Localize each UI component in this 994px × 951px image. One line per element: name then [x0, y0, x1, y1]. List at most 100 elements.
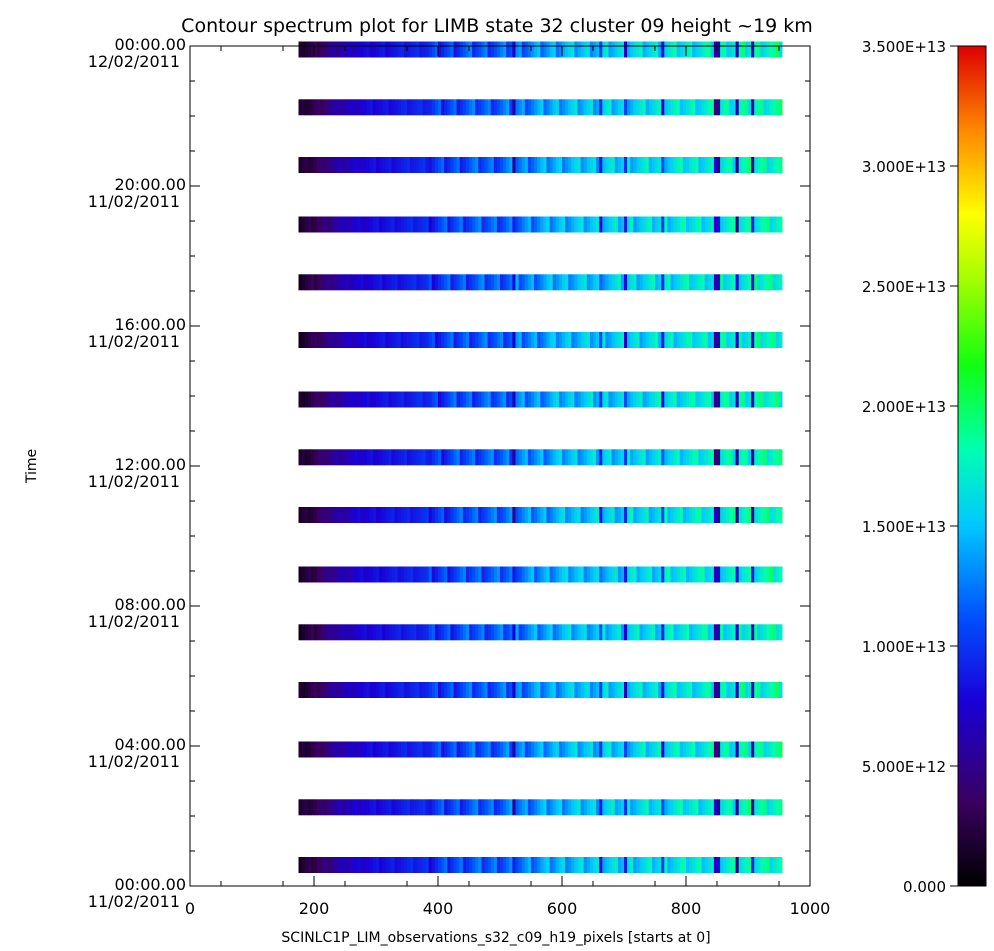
heatmap-cell	[403, 274, 408, 291]
heatmap-cell	[655, 99, 659, 116]
heatmap-cell	[354, 332, 358, 348]
heatmap-cell	[410, 566, 414, 583]
heatmap-cell	[428, 624, 433, 641]
heatmap-cell	[540, 41, 544, 58]
heatmap-cell	[692, 99, 696, 116]
heatmap-cell	[614, 566, 619, 583]
heatmap-cell	[729, 507, 733, 523]
heatmap-cell	[729, 799, 733, 816]
heatmap-cell	[320, 41, 324, 58]
heatmap-cell	[496, 391, 501, 408]
heatmap-cell	[602, 741, 606, 758]
heatmap-cell	[682, 624, 687, 641]
heatmap-cell	[512, 741, 516, 758]
heatmap-cell	[335, 216, 340, 233]
heatmap-cell	[689, 857, 693, 873]
heatmap-cell	[583, 682, 588, 698]
heatmap-cell	[586, 332, 591, 348]
heatmap-cell	[775, 332, 780, 348]
heatmap-cell	[729, 741, 733, 758]
heatmap-cell	[428, 857, 433, 873]
heatmap-cell	[540, 566, 544, 583]
heatmap-cell	[552, 799, 557, 816]
heatmap-cell	[627, 741, 631, 758]
heatmap-cell	[630, 566, 634, 583]
heatmap-cell	[469, 857, 473, 873]
heatmap-cell	[633, 741, 637, 758]
heatmap-cell	[772, 332, 777, 348]
heatmap-cell	[751, 624, 755, 641]
heatmap-cell	[323, 682, 327, 698]
heatmap-cell	[298, 857, 302, 873]
heatmap-cell	[394, 507, 399, 523]
heatmap-cell	[416, 741, 420, 758]
heatmap-cell	[713, 449, 718, 466]
heatmap-cell	[707, 857, 712, 873]
heatmap-cell	[425, 682, 430, 698]
y-tick-time: 16:00.00	[114, 315, 186, 334]
heatmap-cell	[376, 741, 380, 758]
heatmap-cell	[469, 799, 473, 816]
y-tick-date: 11/02/2011	[88, 192, 180, 211]
heatmap-cell	[376, 857, 380, 873]
heatmap-cell	[713, 274, 718, 291]
heatmap-cell	[462, 799, 467, 816]
heatmap-cell	[320, 157, 324, 173]
heatmap-cell	[593, 799, 597, 816]
heatmap-cell	[537, 741, 541, 758]
heatmap-cell	[648, 799, 653, 816]
heatmap-cell	[608, 216, 612, 233]
heatmap-cell	[751, 41, 755, 58]
heatmap-cell	[682, 41, 687, 58]
heatmap-cell	[345, 741, 349, 758]
heatmap-cell	[323, 449, 327, 466]
heatmap-cell	[667, 566, 671, 583]
heatmap-cell	[720, 449, 724, 466]
heatmap-cell	[376, 274, 380, 291]
heatmap-cell	[400, 332, 405, 348]
heatmap-cell	[304, 157, 309, 173]
heatmap-cell	[326, 41, 330, 58]
heatmap-cell	[465, 741, 470, 758]
heatmap-cell	[744, 799, 749, 816]
heatmap-cell	[348, 157, 352, 173]
heatmap-cell	[679, 624, 684, 641]
heatmap-cell	[586, 391, 591, 408]
heatmap-cell	[447, 799, 451, 816]
heatmap-cell	[580, 799, 585, 816]
heatmap-cell	[546, 449, 550, 466]
heatmap-cell	[400, 682, 405, 698]
heatmap-cell	[744, 741, 749, 758]
heatmap-cell	[376, 157, 380, 173]
heatmap-cell	[710, 624, 715, 641]
heatmap-cell	[565, 274, 569, 291]
heatmap-cell	[450, 566, 454, 583]
heatmap-cell	[726, 799, 730, 816]
heatmap-cell	[679, 216, 684, 233]
heatmap-cell	[385, 391, 389, 408]
heatmap-cell	[686, 157, 690, 173]
heatmap-cell	[754, 157, 758, 173]
heatmap-cell	[527, 391, 532, 408]
heatmap-cell	[314, 624, 318, 641]
heatmap-cell	[338, 682, 343, 698]
heatmap-cell	[766, 332, 771, 348]
heatmap-cell	[741, 799, 746, 816]
heatmap-cell	[410, 41, 414, 58]
heatmap-cell	[664, 99, 668, 116]
heatmap-cell	[438, 41, 442, 58]
heatmap-cell	[738, 332, 743, 348]
heatmap-cell	[524, 391, 529, 408]
heatmap-cell	[506, 682, 510, 698]
heatmap-cell	[710, 682, 715, 698]
heatmap-cell	[543, 741, 547, 758]
heatmap-cell	[620, 507, 625, 523]
heatmap-cell	[710, 857, 715, 873]
heatmap-cell	[689, 507, 693, 523]
heatmap-cell	[583, 566, 588, 583]
heatmap-cell	[481, 274, 485, 291]
heatmap-cell	[469, 624, 473, 641]
heatmap-cell	[779, 157, 783, 173]
heatmap-cell	[748, 391, 752, 408]
heatmap-cell	[775, 507, 780, 523]
